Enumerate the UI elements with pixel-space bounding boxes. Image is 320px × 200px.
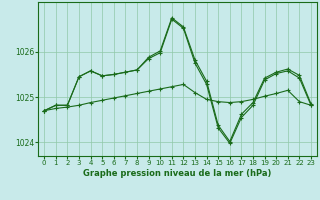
- X-axis label: Graphe pression niveau de la mer (hPa): Graphe pression niveau de la mer (hPa): [84, 169, 272, 178]
